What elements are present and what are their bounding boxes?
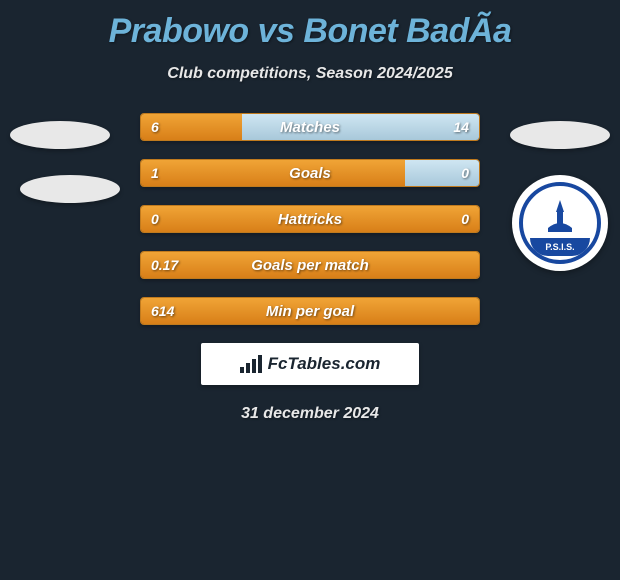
bar-left-fill bbox=[141, 252, 479, 278]
stat-row: Goals per match0.17 bbox=[140, 251, 480, 279]
club-logo-text: P.S.I.S. bbox=[530, 238, 590, 256]
stat-row: Matches614 bbox=[140, 113, 480, 141]
club-logo-inner: P.S.I.S. bbox=[519, 182, 601, 264]
comparison-subtitle: Club competitions, Season 2024/2025 bbox=[0, 65, 620, 83]
bars-container: Matches614 Goals10 Hattricks00 Goals per ma… bbox=[140, 113, 480, 325]
bar-left-fill bbox=[141, 160, 405, 186]
stat-row: Min per goal614 bbox=[140, 297, 480, 325]
player-left-badge-2 bbox=[20, 175, 120, 203]
club-logo: P.S.I.S. bbox=[512, 175, 608, 271]
monument-icon bbox=[542, 198, 578, 234]
branding-badge: FcTables.com bbox=[201, 343, 419, 385]
player-left-badge-1 bbox=[10, 121, 110, 149]
bar-left-fill bbox=[141, 114, 242, 140]
stat-row: Goals10 bbox=[140, 159, 480, 187]
comparison-date: 31 december 2024 bbox=[0, 405, 620, 423]
bar-chart-icon bbox=[240, 355, 262, 373]
stat-row: Hattricks00 bbox=[140, 205, 480, 233]
bar-left-fill bbox=[141, 298, 479, 324]
bar-right-fill bbox=[242, 114, 479, 140]
player-right-badge-1 bbox=[510, 121, 610, 149]
bar-left-fill bbox=[141, 206, 479, 232]
chart-area: P.S.I.S. Matches614 Goals10 Hattricks00 Goa… bbox=[0, 113, 620, 325]
comparison-title: Prabowo vs Bonet BadÃ­a bbox=[0, 0, 620, 51]
bar-right-fill bbox=[405, 160, 479, 186]
branding-text: FcTables.com bbox=[268, 354, 381, 374]
